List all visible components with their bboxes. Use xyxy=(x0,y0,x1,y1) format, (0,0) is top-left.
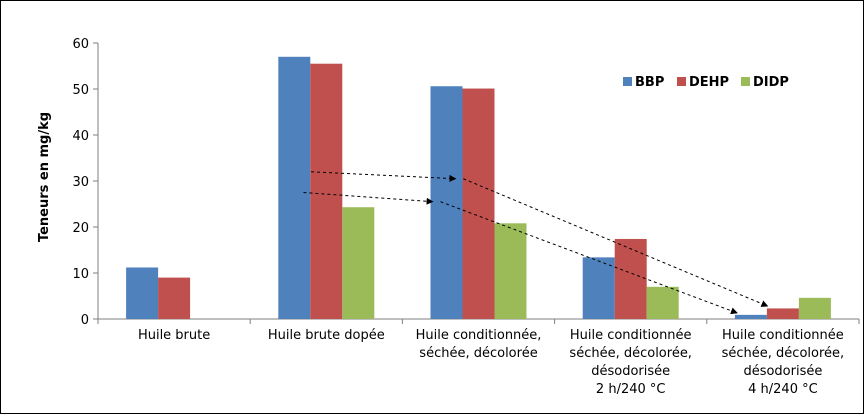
annotation-arrow xyxy=(303,192,434,205)
bar-dehp xyxy=(310,63,343,320)
x-category-label: Huile conditionnée séchée, décolorée, déso… xyxy=(569,328,692,397)
x-category-label: Huile conditionnée, séchée, décolorée xyxy=(416,328,542,361)
x-axis: Huile brute Huile brute dopée Huile condit… xyxy=(97,318,860,397)
annotation-arrow xyxy=(440,201,738,315)
bar-didp xyxy=(798,297,831,319)
legend-swatch-didp xyxy=(741,77,750,86)
y-tick-label: 0 xyxy=(81,313,89,328)
bar-bbp xyxy=(126,267,159,319)
y-tick-label: 50 xyxy=(72,83,89,98)
bar-didp xyxy=(494,223,527,319)
bar-dehp xyxy=(462,88,495,319)
bar-bbp xyxy=(582,257,615,319)
bars xyxy=(126,56,831,320)
legend-label: BBP xyxy=(635,75,664,90)
y-tick-label: 60 xyxy=(72,37,89,52)
annotation-arrow xyxy=(311,171,457,182)
y-tick-label: 20 xyxy=(72,221,89,236)
annotation-arrow xyxy=(463,178,769,307)
x-category-label: Huile conditionnée séchée, décolorée, déso… xyxy=(722,328,845,397)
bar-dehp xyxy=(766,308,799,319)
annotations xyxy=(303,171,769,315)
legend: BBP DEHP DIDP xyxy=(623,75,789,90)
y-tick-label: 10 xyxy=(72,267,89,282)
y-tick-label: 30 xyxy=(72,175,89,190)
bar-dehp xyxy=(614,238,647,319)
bar-didp xyxy=(342,207,375,319)
bar-dehp xyxy=(158,277,191,319)
x-category-label: Huile brute dopée xyxy=(268,328,385,343)
bar-didp xyxy=(646,286,679,319)
y-tick-label: 40 xyxy=(72,129,89,144)
legend-label: DEHP xyxy=(689,75,729,90)
bar-bbp xyxy=(430,86,463,320)
legend-swatch-bbp xyxy=(623,77,632,86)
legend-swatch-dehp xyxy=(677,77,686,86)
x-category-label: Huile brute xyxy=(138,328,210,343)
y-axis-label: Teneurs en mg/kg xyxy=(37,112,52,242)
y-axis: 0 10 20 30 40 50 60 xyxy=(72,37,99,328)
bar-bbp xyxy=(734,314,767,319)
bar-bbp xyxy=(278,56,311,320)
legend-label: DIDP xyxy=(753,75,789,90)
